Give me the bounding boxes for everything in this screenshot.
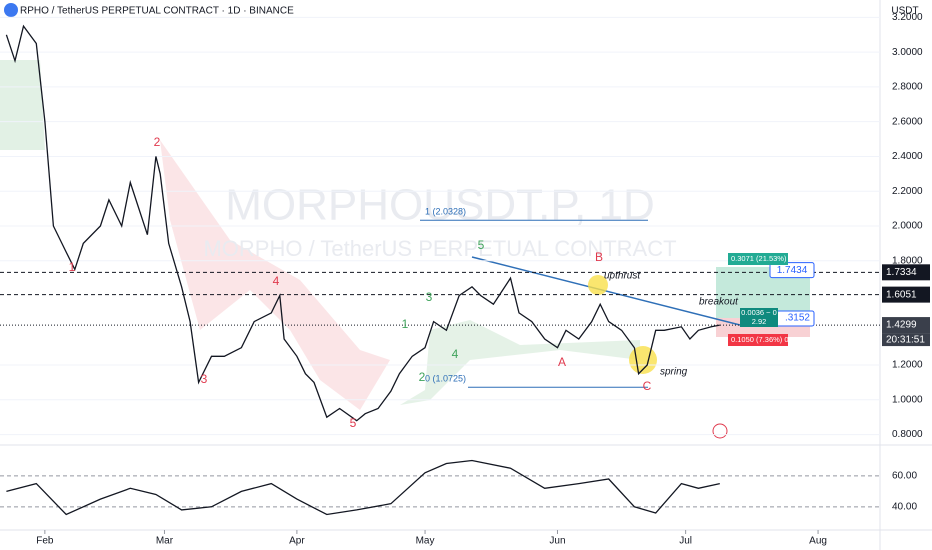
watermark: MORPHOUSDT.P, 1D <box>225 181 655 230</box>
supertrend-area <box>400 320 640 405</box>
y-tick-label: 3.2000 <box>892 12 923 23</box>
fib-label: 1 (2.0328) <box>425 207 466 217</box>
loss-tag <box>728 334 788 346</box>
y-tick-label: 60.00 <box>892 471 917 482</box>
price-tag <box>882 317 930 334</box>
annotation: 2 <box>419 370 426 384</box>
annotation: C <box>643 379 652 393</box>
supertrend-area <box>0 60 45 150</box>
x-tick-label: Mar <box>156 536 174 547</box>
currency: USDT <box>891 6 918 17</box>
y-tick-label: 2.0000 <box>892 221 923 232</box>
y-tick-label: 2.4000 <box>892 151 923 162</box>
countdown-bg <box>882 333 930 347</box>
price-tag <box>882 264 930 281</box>
annotation: 3 <box>201 372 208 386</box>
icon <box>712 423 728 439</box>
price-tag-label: 1.6051 <box>886 289 917 300</box>
price-tag-label: 1.4299 <box>886 320 917 331</box>
x-tick-label: Jul <box>679 536 692 547</box>
y-tick-label: 1.8000 <box>892 255 923 266</box>
countdown: 20:31:51 <box>886 335 925 346</box>
x-tick-label: Jun <box>549 536 565 547</box>
y-tick-label: 0.8000 <box>892 429 923 440</box>
logo <box>4 3 18 17</box>
annotation: B <box>595 250 603 264</box>
annotation: 4 <box>273 274 280 288</box>
loss-label: 0.1050 (7.36%) 0 <box>731 335 789 344</box>
x-tick-label: Apr <box>289 536 305 547</box>
annotation: 5 <box>350 416 357 430</box>
annotation: 4 <box>452 347 459 361</box>
supertrend-area <box>160 140 390 410</box>
y-tick-label: 40.00 <box>892 501 917 512</box>
annotation: 2 <box>154 135 161 149</box>
profit-label: 0.3071 (21.53%) 0 <box>731 254 793 263</box>
fib-label: 0 (1.0725) <box>425 374 466 384</box>
annotation: 5 <box>478 238 485 252</box>
annotation: A <box>558 355 566 369</box>
target-tag <box>769 262 815 279</box>
stop-label: .3152 <box>785 313 810 324</box>
annotation: breakout <box>699 297 739 308</box>
y-tick-label: 2.2000 <box>892 186 923 197</box>
chart-title: RPHO / TetherUS PERPETUAL CONTRACT · 1D … <box>20 6 294 17</box>
y-tick-label: 3.0000 <box>892 47 923 58</box>
annotation: spring <box>660 367 688 378</box>
annotation: 3 <box>426 290 433 304</box>
price-tag-label: 1.7334 <box>886 267 917 278</box>
y-tick-label: 1.2000 <box>892 360 923 371</box>
x-tick-label: May <box>416 536 435 547</box>
highlight <box>588 275 608 295</box>
target-label: 1.7434 <box>777 265 808 276</box>
price-line <box>6 459 720 516</box>
annotation: 1 <box>402 317 409 331</box>
price-tag <box>882 286 930 303</box>
profit-tag <box>728 253 788 265</box>
price-line <box>5 24 720 422</box>
entry-tag <box>740 308 778 327</box>
x-tick-label: Aug <box>809 536 827 547</box>
annotation: 1 <box>69 260 76 274</box>
y-tick-label: 2.6000 <box>892 116 923 127</box>
x-tick-label: Feb <box>36 536 54 547</box>
y-tick-label: 1.0000 <box>892 394 923 405</box>
annotation: upthrust <box>604 271 641 282</box>
ratio-label: 2.92 <box>752 317 767 326</box>
watermark: MORPHO / TetherUS PERPETUAL CONTRACT <box>203 236 676 261</box>
entry-label: 0.0036 ~ 0 <box>741 308 777 317</box>
y-tick-label: 2.8000 <box>892 82 923 93</box>
